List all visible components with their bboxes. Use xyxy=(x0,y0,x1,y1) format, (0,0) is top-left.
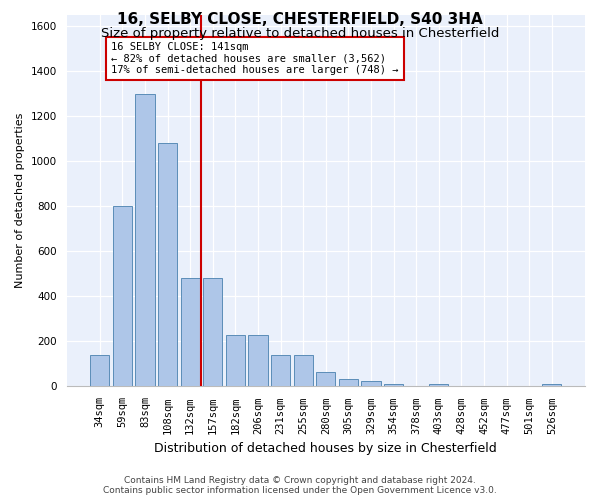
Bar xyxy=(136,94,155,386)
Bar xyxy=(542,384,562,386)
X-axis label: Distribution of detached houses by size in Chesterfield: Distribution of detached houses by size … xyxy=(154,442,497,455)
Text: 16 SELBY CLOSE: 141sqm
← 82% of detached houses are smaller (3,562)
17% of semi-: 16 SELBY CLOSE: 141sqm ← 82% of detached… xyxy=(111,42,398,75)
Bar xyxy=(293,355,313,386)
Text: 16, SELBY CLOSE, CHESTERFIELD, S40 3HA: 16, SELBY CLOSE, CHESTERFIELD, S40 3HA xyxy=(117,12,483,28)
Bar xyxy=(203,278,223,386)
Bar xyxy=(361,381,380,386)
Bar xyxy=(384,384,403,386)
Bar xyxy=(316,372,335,386)
Bar xyxy=(429,384,448,386)
Bar xyxy=(113,206,132,386)
Bar xyxy=(248,334,268,386)
Text: Size of property relative to detached houses in Chesterfield: Size of property relative to detached ho… xyxy=(101,28,499,40)
Text: Contains HM Land Registry data © Crown copyright and database right 2024.
Contai: Contains HM Land Registry data © Crown c… xyxy=(103,476,497,495)
Bar xyxy=(339,378,358,386)
Bar xyxy=(181,278,200,386)
Bar xyxy=(158,144,177,386)
Y-axis label: Number of detached properties: Number of detached properties xyxy=(15,113,25,288)
Bar xyxy=(271,355,290,386)
Bar xyxy=(226,334,245,386)
Bar xyxy=(90,355,109,386)
